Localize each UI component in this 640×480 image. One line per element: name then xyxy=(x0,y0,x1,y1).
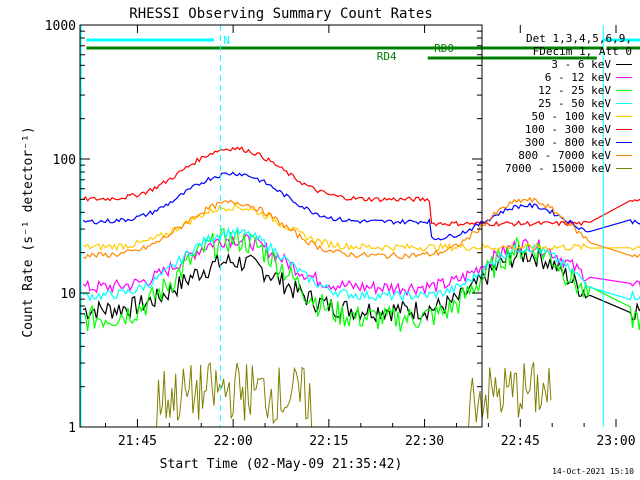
legend-label: 6 - 12 keV xyxy=(544,71,611,84)
legend-label: 12 - 25 keV xyxy=(538,84,611,97)
y-tick-label: 100 xyxy=(53,153,76,168)
legend-swatch xyxy=(616,155,632,156)
y-tick-label: 1 xyxy=(68,421,76,436)
x-tick-label: 22:00 xyxy=(214,434,253,449)
y-tick-label: 10 xyxy=(60,287,76,302)
overlay-layer: N RD0 RD4 xyxy=(80,25,640,427)
series-line-7000-15000 xyxy=(137,361,552,428)
annotation-rd4: RD4 xyxy=(377,50,397,63)
timestamp: 14-Oct-2021 15:10 xyxy=(552,467,634,476)
x-tick-label: 22:15 xyxy=(309,434,348,449)
annotation-n: N xyxy=(223,34,230,47)
legend: Det 1,3,4,5,6,9, FDecim 1, Att 0 3 - 6 k… xyxy=(462,32,632,175)
legend-label: 800 - 7000 keV xyxy=(518,149,611,162)
legend-label: 50 - 100 keV xyxy=(531,110,611,123)
x-tick-label: 23:00 xyxy=(596,434,635,449)
legend-item: 7000 - 15000 keV xyxy=(462,162,632,175)
legend-swatch xyxy=(616,64,632,65)
legend-item: 6 - 12 keV xyxy=(462,71,632,84)
legend-item: 3 - 6 keV xyxy=(462,58,632,71)
legend-label: 7000 - 15000 keV xyxy=(505,162,611,175)
legend-header-1: Det 1,3,4,5,6,9, xyxy=(526,32,632,45)
legend-label: 100 - 300 keV xyxy=(524,123,611,136)
legend-item: 50 - 100 keV xyxy=(462,110,632,123)
legend-swatch xyxy=(616,77,632,78)
x-axis-label: Start Time (02-May-09 21:35:42) xyxy=(160,457,403,472)
legend-header-2: FDecim 1, Att 0 xyxy=(532,45,632,58)
series-line xyxy=(82,171,640,241)
legend-item: 25 - 50 keV xyxy=(462,97,632,110)
series-line xyxy=(82,228,640,332)
series-layer xyxy=(82,146,640,428)
legend-swatch xyxy=(616,129,632,130)
y-tick-label: 1000 xyxy=(45,19,76,34)
plot-frame xyxy=(79,24,483,428)
x-tick-label: 22:30 xyxy=(405,434,444,449)
y-axis-label: Count Rate (s⁻¹ detector⁻¹) xyxy=(21,126,36,337)
legend-item: 800 - 7000 keV xyxy=(462,149,632,162)
series-line xyxy=(82,233,640,297)
legend-swatch xyxy=(616,142,632,143)
legend-label: 25 - 50 keV xyxy=(538,97,611,110)
annotation-rd0: RD0 xyxy=(434,42,454,55)
legend-rows: 3 - 6 keV 6 - 12 keV 12 - 25 keV 25 - 50 ke… xyxy=(462,58,632,175)
axes-layer: 21:4522:0022:1522:3022:4523:0023:1511010… xyxy=(45,19,636,449)
chart-title: RHESSI Observing Summary Count Rates xyxy=(129,6,432,22)
series-line xyxy=(82,243,640,323)
series-line xyxy=(82,202,640,252)
legend-swatch xyxy=(616,103,632,104)
x-tick-label: 21:45 xyxy=(118,434,157,449)
legend-item: 300 - 800 keV xyxy=(462,136,632,149)
legend-item: 12 - 25 keV xyxy=(462,84,632,97)
series-line xyxy=(83,196,640,260)
legend-label: 300 - 800 keV xyxy=(524,136,611,149)
legend-swatch xyxy=(616,116,632,117)
legend-swatch xyxy=(616,90,632,91)
series-line xyxy=(82,226,640,303)
series-line xyxy=(82,146,640,227)
legend-item: 100 - 300 keV xyxy=(462,123,632,136)
legend-label: 3 - 6 keV xyxy=(551,58,611,71)
legend-swatch xyxy=(616,168,632,169)
x-tick-label: 22:45 xyxy=(501,434,540,449)
